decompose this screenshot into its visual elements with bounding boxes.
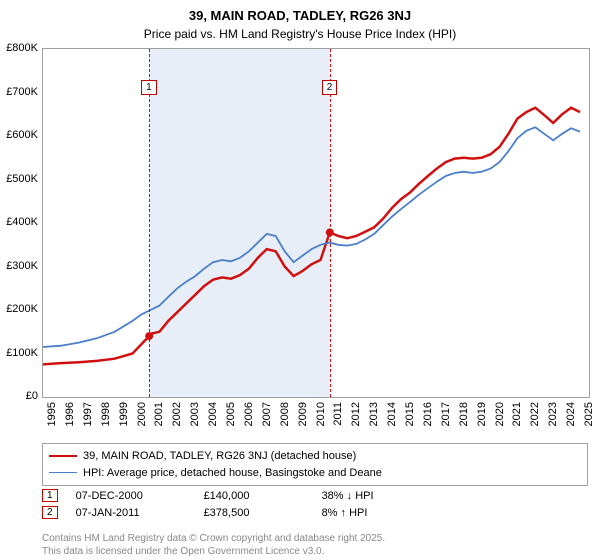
transaction-price: £140,000 [204,490,304,502]
y-axis-tick-label: £700K [0,86,38,98]
x-axis-tick-label: 2007 [261,402,273,442]
price-chart-container: 39, MAIN ROAD, TADLEY, RG26 3NJ Price pa… [0,0,600,560]
x-axis-tick-label: 2011 [332,402,344,442]
transaction-price: £378,500 [204,507,304,519]
event-marker-label: 2 [322,80,338,95]
transaction-delta-vs-hpi: 38% ↓ HPI [322,490,432,502]
x-axis-tick-label: 2002 [171,402,183,442]
x-axis-tick-label: 2020 [494,402,506,442]
x-axis-tick-label: 1997 [82,402,94,442]
plot-area: 12 [42,48,590,398]
y-axis-tick-label: £500K [0,173,38,185]
chart-subtitle: Price paid vs. HM Land Registry's House … [0,25,600,41]
legend-item: 39, MAIN ROAD, TADLEY, RG26 3NJ (detache… [49,448,581,465]
x-axis-tick-label: 2016 [422,402,434,442]
chart-svg [43,49,589,397]
legend-label: 39, MAIN ROAD, TADLEY, RG26 3NJ (detache… [83,448,356,465]
transaction-marker: 2 [42,506,58,519]
footer-line-1: Contains HM Land Registry data © Crown c… [42,533,588,546]
legend-box: 39, MAIN ROAD, TADLEY, RG26 3NJ (detache… [42,443,588,486]
x-axis-tick-label: 1995 [46,402,58,442]
transaction-row: 1 07-DEC-2000 £140,000 38% ↓ HPI [42,487,588,504]
event-marker-line [330,49,331,397]
y-axis-tick-label: £300K [0,260,38,272]
x-axis-tick-label: 2009 [297,402,309,442]
transaction-date: 07-JAN-2011 [76,507,186,519]
event-marker-label: 1 [141,80,157,95]
x-axis-tick-label: 2001 [153,402,165,442]
x-axis-tick-label: 2004 [207,402,219,442]
transaction-date: 07-DEC-2000 [76,490,186,502]
transactions-table: 1 07-DEC-2000 £140,000 38% ↓ HPI 2 07-JAN-201… [42,487,588,521]
x-axis-tick-label: 2006 [243,402,255,442]
y-axis-tick-label: £400K [0,216,38,228]
x-axis-tick-label: 2005 [225,402,237,442]
chart-title: 39, MAIN ROAD, TADLEY, RG26 3NJ [0,0,600,25]
x-axis-tick-label: 2010 [315,402,327,442]
transaction-row: 2 07-JAN-2011 £378,500 8% ↑ HPI [42,504,588,521]
legend-item: HPI: Average price, detached house, Basi… [49,465,581,482]
x-axis-tick-label: 2013 [368,402,380,442]
x-axis-tick-label: 2015 [404,402,416,442]
x-axis-tick-label: 2019 [476,402,488,442]
x-axis-tick-label: 2018 [458,402,470,442]
x-axis-tick-label: 2017 [440,402,452,442]
x-axis-tick-label: 2025 [583,402,595,442]
x-axis-tick-label: 1996 [64,402,76,442]
x-axis-tick-label: 2000 [136,402,148,442]
x-axis-tick-label: 2023 [547,402,559,442]
x-axis-tick-label: 2008 [279,402,291,442]
x-axis-tick-label: 2022 [529,402,541,442]
y-axis-tick-label: £800K [0,42,38,54]
x-axis-tick-label: 2021 [511,402,523,442]
y-axis-tick-label: £100K [0,347,38,359]
legend-swatch [49,472,77,473]
footer-line-2: This data is licensed under the Open Gov… [42,546,588,559]
y-axis-tick-label: £200K [0,303,38,315]
y-axis-tick-label: £600K [0,129,38,141]
x-axis-tick-label: 1999 [118,402,130,442]
series-line-1 [43,127,580,347]
x-axis-tick-label: 2003 [189,402,201,442]
chart-footer: Contains HM Land Registry data © Crown c… [42,533,588,558]
x-axis-tick-label: 2024 [565,402,577,442]
transaction-delta-vs-hpi: 8% ↑ HPI [322,507,432,519]
transaction-marker: 1 [42,489,58,502]
x-axis-tick-label: 2014 [386,402,398,442]
y-axis-tick-label: £0 [0,390,38,402]
x-axis-tick-label: 1998 [100,402,112,442]
legend-swatch [49,455,77,457]
event-marker-line [149,49,150,397]
x-axis-tick-label: 2012 [350,402,362,442]
legend-label: HPI: Average price, detached house, Basi… [83,465,382,482]
